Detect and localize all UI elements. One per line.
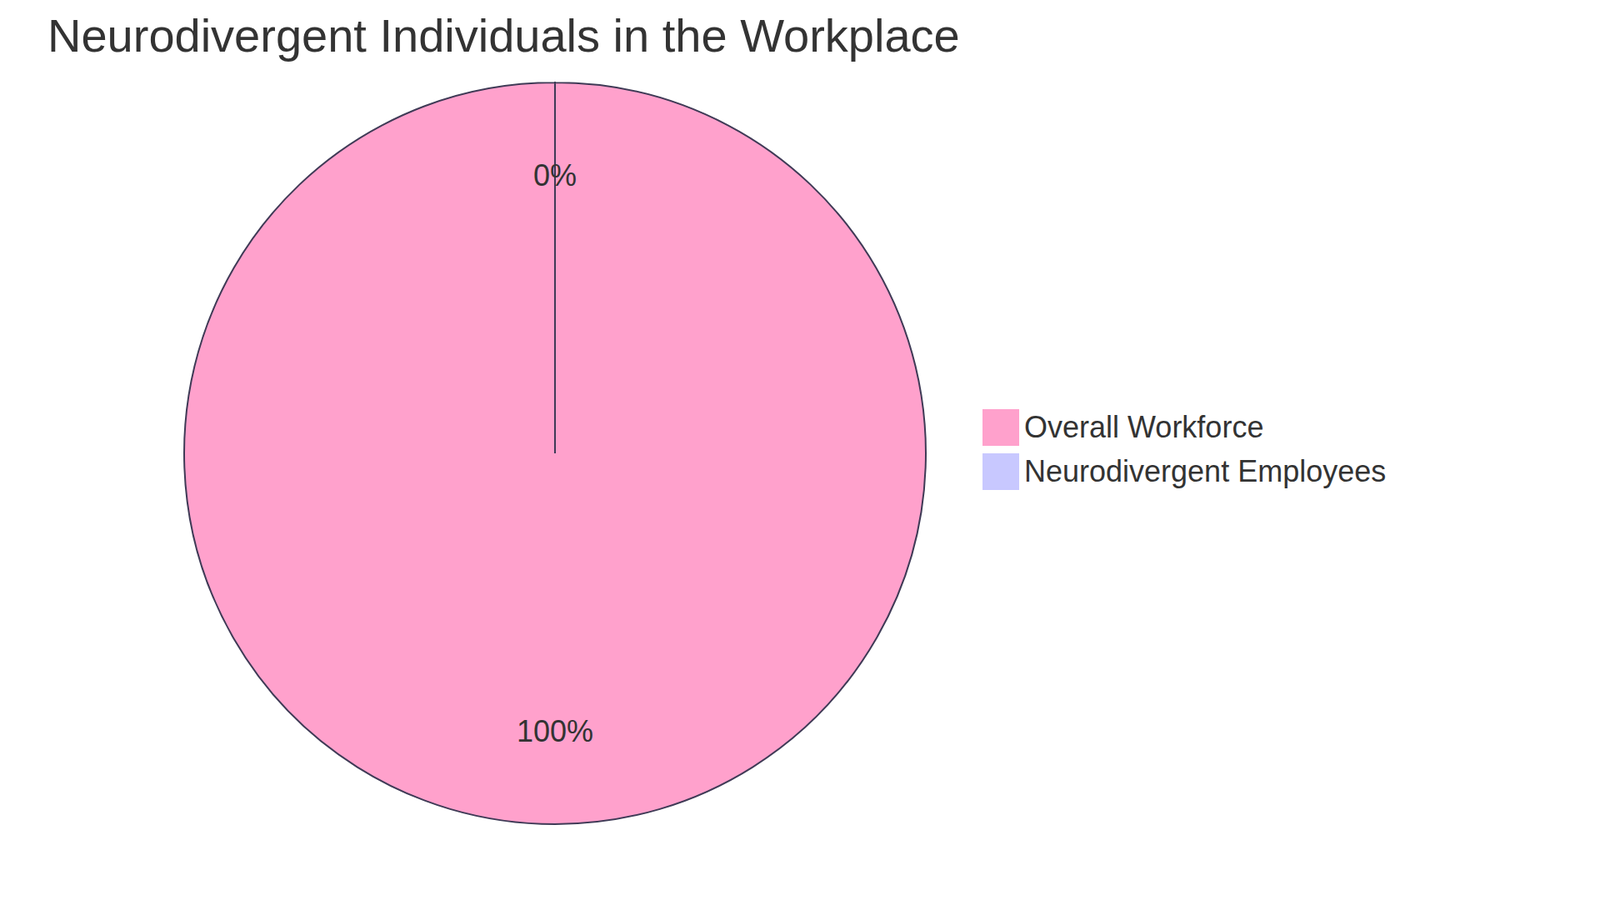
html-text:Overall Workforce: Overall Workforce [1024,409,1264,444]
svg-text:100%: 100% [516,714,594,749]
svg-text:0%: 0% [533,158,577,193]
html-text:Neurodivergent Employees: Neurodivergent Employees [1024,453,1386,488]
html-text:Neurodivergent Individuals in: Neurodivergent Individuals in the Workpl… [47,9,960,62]
